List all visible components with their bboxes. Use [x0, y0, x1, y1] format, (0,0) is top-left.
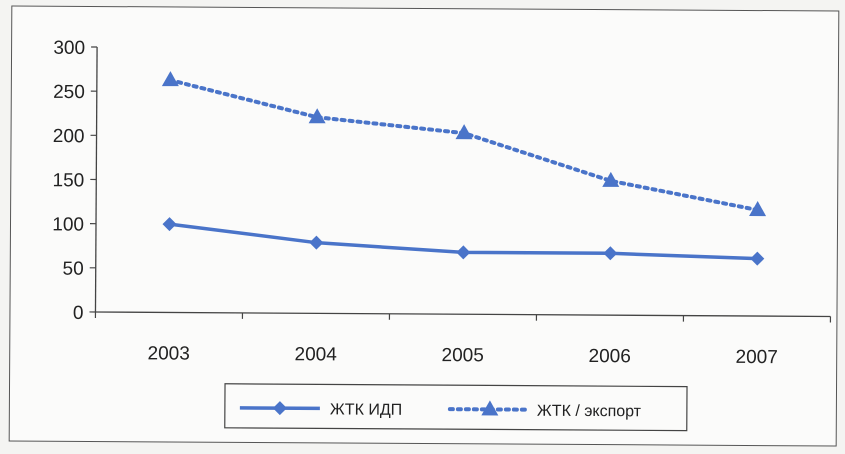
data-point [602, 171, 620, 187]
series-2 [161, 71, 767, 217]
y-tick-label: 300 [53, 38, 85, 59]
legend-box [224, 383, 688, 432]
data-point [603, 246, 618, 261]
series-line [168, 78, 760, 213]
x-tick-label: 2007 [735, 347, 777, 368]
legend-label: ЖТК / экспорт [537, 403, 642, 421]
legend-label: ЖТК ИДП [330, 401, 402, 418]
x-axis-ticks: 2003 2004 2005 2006 2007 [94, 311, 832, 368]
y-tick-label: 150 [53, 170, 85, 191]
y-tick-label: 100 [52, 214, 84, 235]
axes [94, 46, 831, 318]
data-point [161, 71, 179, 87]
data-point [456, 245, 471, 260]
data-point [308, 108, 326, 124]
legend: ЖТК ИДП ЖТК / экспорт [224, 383, 688, 432]
legend-marker [481, 400, 499, 416]
chart-frame: 0 50 100 150 200 250 300 2003 2004 2005 2006 2007 … [8, 5, 840, 447]
y-tick-label: 0 [73, 303, 84, 324]
series-1 [162, 217, 765, 266]
data-point [162, 217, 177, 232]
y-tick-label: 200 [53, 126, 85, 147]
data-point [749, 201, 767, 217]
x-tick-label: 2006 [589, 346, 631, 367]
x-tick-label: 2003 [148, 343, 190, 364]
data-point [750, 251, 765, 266]
series-layer [161, 71, 767, 266]
legend-entry: ЖТК / экспорт [447, 400, 642, 421]
x-axis-line [95, 311, 831, 318]
y-axis-ticks: 0 50 100 150 200 250 300 [52, 38, 98, 324]
x-tick-label: 2004 [295, 344, 338, 365]
y-tick-label: 250 [53, 82, 85, 103]
y-tick-label: 50 [63, 259, 84, 280]
legend-entry: ЖТК ИДП [239, 401, 402, 419]
legend-marker [272, 401, 287, 416]
x-tick-label: 2005 [442, 345, 484, 366]
data-point [455, 124, 473, 140]
data-point [309, 235, 324, 250]
